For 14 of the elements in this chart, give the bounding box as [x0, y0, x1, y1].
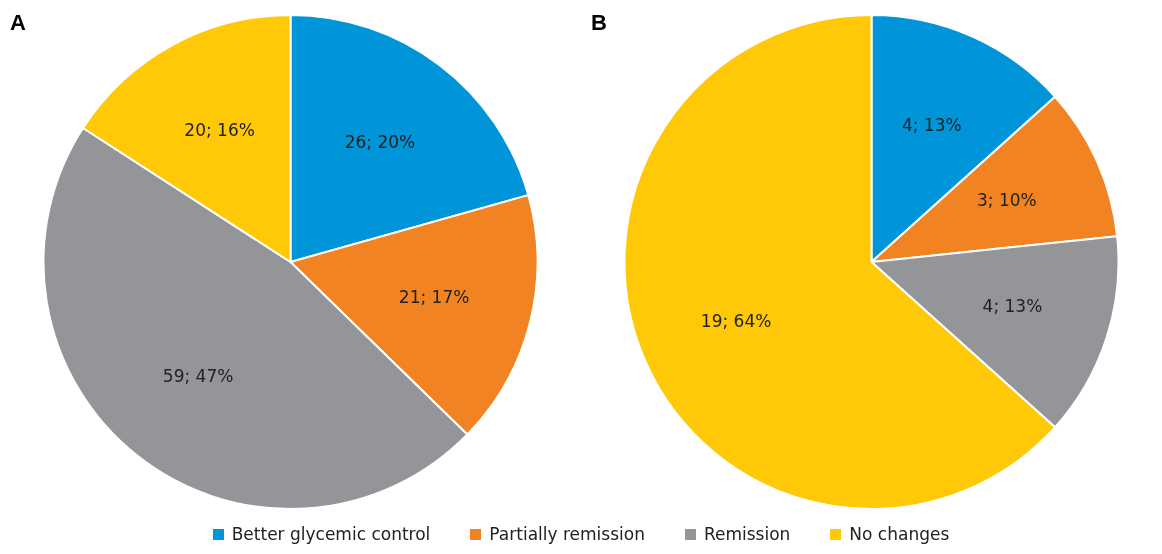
data-label: 59; 47% — [162, 366, 234, 387]
data-label: 26; 20% — [344, 132, 416, 153]
chart-title: B — [591, 10, 607, 36]
data-label: 4; 13% — [901, 115, 962, 136]
legend-label: Better glycemic control — [231, 524, 431, 544]
data-label: 3; 10% — [977, 190, 1037, 211]
data-label: 20; 16% — [184, 120, 255, 141]
data-label: 19; 64% — [700, 310, 772, 331]
legend-label: Remission — [703, 524, 791, 544]
legend-label: No changes — [849, 524, 950, 544]
chart-title: A — [10, 10, 26, 36]
data-label: 21; 17% — [398, 286, 470, 307]
legend-label: Partially remission — [489, 524, 645, 544]
data-label: 4; 13% — [982, 296, 1043, 317]
